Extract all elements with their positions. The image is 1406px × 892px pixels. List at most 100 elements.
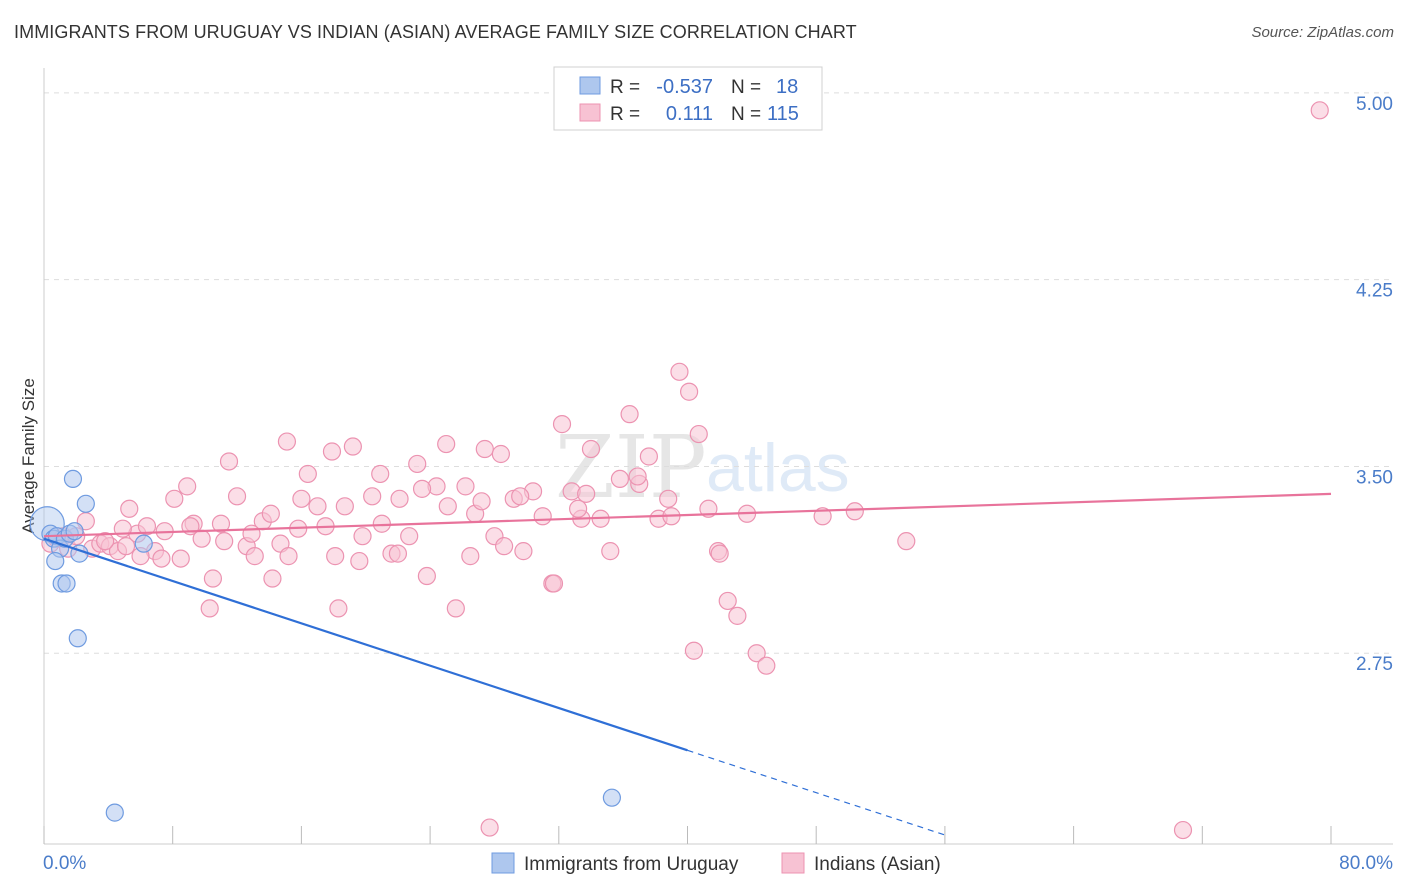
indian-point-42 [390,489,409,508]
indian-point-92 [438,497,457,516]
indian-point-79 [747,644,766,663]
indian-point-44 [408,454,427,474]
indian-point-28 [261,504,280,523]
y-tick-labels: 2.75 3.50 4.25 5.00 [1356,94,1393,675]
y-tick-label-3: 5.00 [1356,94,1393,115]
indian-point-39 [363,487,382,506]
indian-point-84 [491,444,510,464]
legend-swatch-indian [579,103,601,122]
uruguay-point-12 [63,469,83,489]
y-tick-label-0: 2.75 [1356,654,1393,675]
legend-n-value-1: 18 [776,76,798,98]
indian-point-102 [215,532,234,551]
axes [43,68,1393,845]
legend-r-label-1: R = [610,77,640,98]
uruguay-trend-line [43,537,688,752]
indian-point-85 [544,574,564,593]
indian-point-22 [211,514,231,533]
indian-point-112 [480,818,499,837]
legend-r-label-2: R = [610,104,640,125]
indian-point-86 [569,499,588,518]
legend-r-value-2: 0.111 [666,103,713,125]
indian-point-30 [279,547,298,566]
indian-point-43 [400,527,419,546]
indian-point-94 [511,487,530,506]
x-tick-labels: 0.0% 80.0% [43,853,1393,874]
watermark-atlas: atlas [706,430,850,506]
indian-point-48 [446,599,465,618]
indian-point-11 [120,499,139,518]
indian-point-68 [639,447,658,466]
indian-point-53 [495,537,514,556]
indian-point-47 [437,434,456,454]
indian-point-36 [335,497,354,516]
indian-point-73 [689,424,708,444]
indian-point-45 [417,566,436,586]
indian-point-72 [680,382,699,401]
bottom-legend-label-uruguay: Immigrants from Uruguay [524,854,739,875]
indian-point-87 [200,599,219,618]
indian-point-66 [620,405,639,424]
uruguay-point-15 [134,534,153,553]
uruguay-trend-extension [687,749,946,836]
indian-point-114 [96,532,115,551]
indian-point-57 [533,507,552,526]
indian-point-82 [329,599,348,618]
indian-point-113 [1173,820,1193,840]
indian-point-37 [343,437,362,456]
legend-swatch-uruguay [579,76,601,95]
indian-point-77 [728,606,747,625]
indian-point-74 [699,499,718,518]
indian-point-88 [277,432,297,451]
indian-point-110 [897,532,916,551]
indian-point-95 [577,484,596,503]
uruguay-point-9 [46,551,65,571]
indian-point-76 [718,591,737,611]
uruguay-point-16 [105,803,124,822]
source-note: Source: ZipAtlas.com [1251,24,1394,41]
indian-point-23 [219,452,239,471]
uruguay-point-11 [57,574,76,593]
uruguay-point-17 [602,788,621,807]
indian-point-21 [203,569,223,588]
y-tick-label-1: 3.50 [1356,467,1393,488]
indian-point-71 [670,362,689,381]
uruguay-point-7 [65,522,84,541]
bottom-legend-swatch-indian [781,852,805,874]
indian-point-17 [171,549,190,568]
gridlines [44,92,1393,654]
indian-point-49 [456,477,475,496]
x-tick-label-min: 0.0% [43,853,86,874]
indian-point-100 [152,549,171,568]
indian-point-104 [292,489,311,508]
chart-title: IMMIGRANTS FROM URUGUAY VS INDIAN (ASIAN… [14,22,857,42]
indian-point-108 [813,507,832,526]
indian-point-65 [610,469,630,489]
indian-point-98 [684,641,704,660]
indian-point-103 [242,524,261,543]
bottom-legend-swatch-uruguay [491,852,515,874]
y-tick-label-2: 4.25 [1356,281,1393,302]
indian-point-59 [552,415,572,434]
stats-legend: R = -0.537 N = 18 R = 0.111 N = 115 [553,66,823,131]
legend-n-value-2: 115 [767,103,799,125]
bottom-legend-label-indian: Indians (Asian) [814,854,941,875]
indian-point-105 [350,551,369,571]
legend-r-value-1: -0.537 [656,76,713,98]
indian-point-10 [116,537,136,556]
indian-point-93 [472,492,491,511]
indian-point-26 [245,547,264,566]
indian-point-40 [372,514,391,533]
indian-point-109 [845,502,864,521]
x-tick-label-max: 80.0% [1339,853,1393,874]
indian-trend-line [43,492,1332,538]
uruguay-point-14 [68,629,87,648]
indian-point-91 [388,544,408,563]
indian-point-38 [353,527,372,546]
y-axis-title: Average Family Size [19,378,38,534]
indian-point-51 [475,439,494,459]
uruguay-point-13 [76,494,95,513]
indian-point-64 [601,542,620,561]
indian-point-89 [322,442,342,461]
